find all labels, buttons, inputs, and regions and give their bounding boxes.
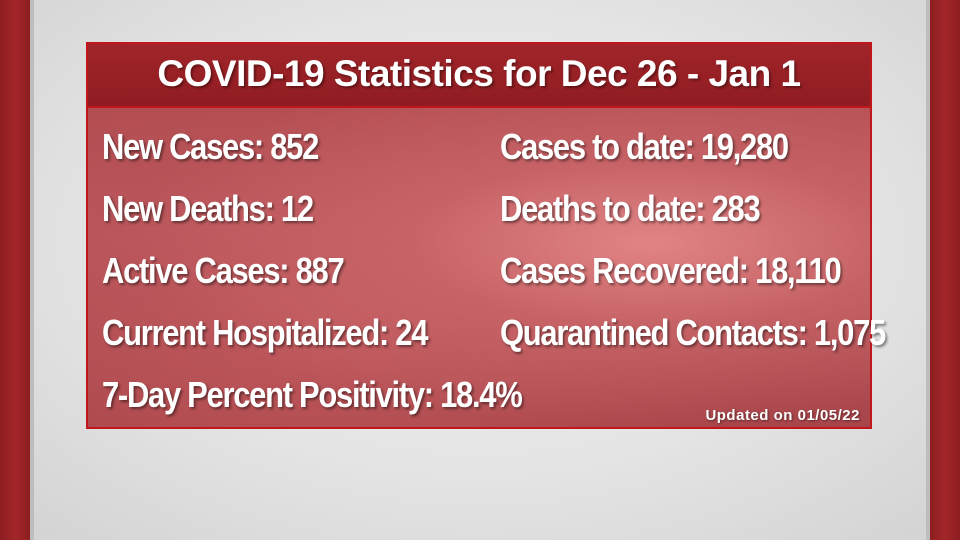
right-bar-edge bbox=[926, 0, 930, 540]
left-red-bar bbox=[0, 0, 30, 540]
stat-cases-to-date: Cases to date: 19,280 bbox=[500, 126, 789, 167]
updated-date: Updated on 01/05/22 bbox=[705, 407, 860, 424]
statistics-panel: COVID-19 Statistics for Dec 26 - Jan 1 N… bbox=[86, 42, 886, 429]
stat-quarantined-contacts: Quarantined Contacts: 1,075 bbox=[500, 312, 886, 353]
right-red-bar bbox=[930, 0, 960, 540]
stat-cases-recovered: Cases Recovered: 18,110 bbox=[500, 250, 842, 291]
stat-current-hospitalized: Current Hospitalized: 24 bbox=[102, 312, 428, 353]
stat-new-deaths: New Deaths: 12 bbox=[102, 188, 314, 229]
left-bar-edge bbox=[30, 0, 34, 540]
stat-deaths-to-date: Deaths to date: 283 bbox=[500, 188, 761, 229]
title-bar: COVID-19 Statistics for Dec 26 - Jan 1 bbox=[88, 44, 870, 108]
stat-percent-positivity: 7-Day Percent Positivity: 18.4% bbox=[102, 374, 523, 415]
panel-title: COVID-19 Statistics for Dec 26 - Jan 1 bbox=[157, 53, 801, 94]
stat-new-cases: New Cases: 852 bbox=[102, 126, 319, 167]
stat-active-cases: Active Cases: 887 bbox=[102, 250, 345, 291]
